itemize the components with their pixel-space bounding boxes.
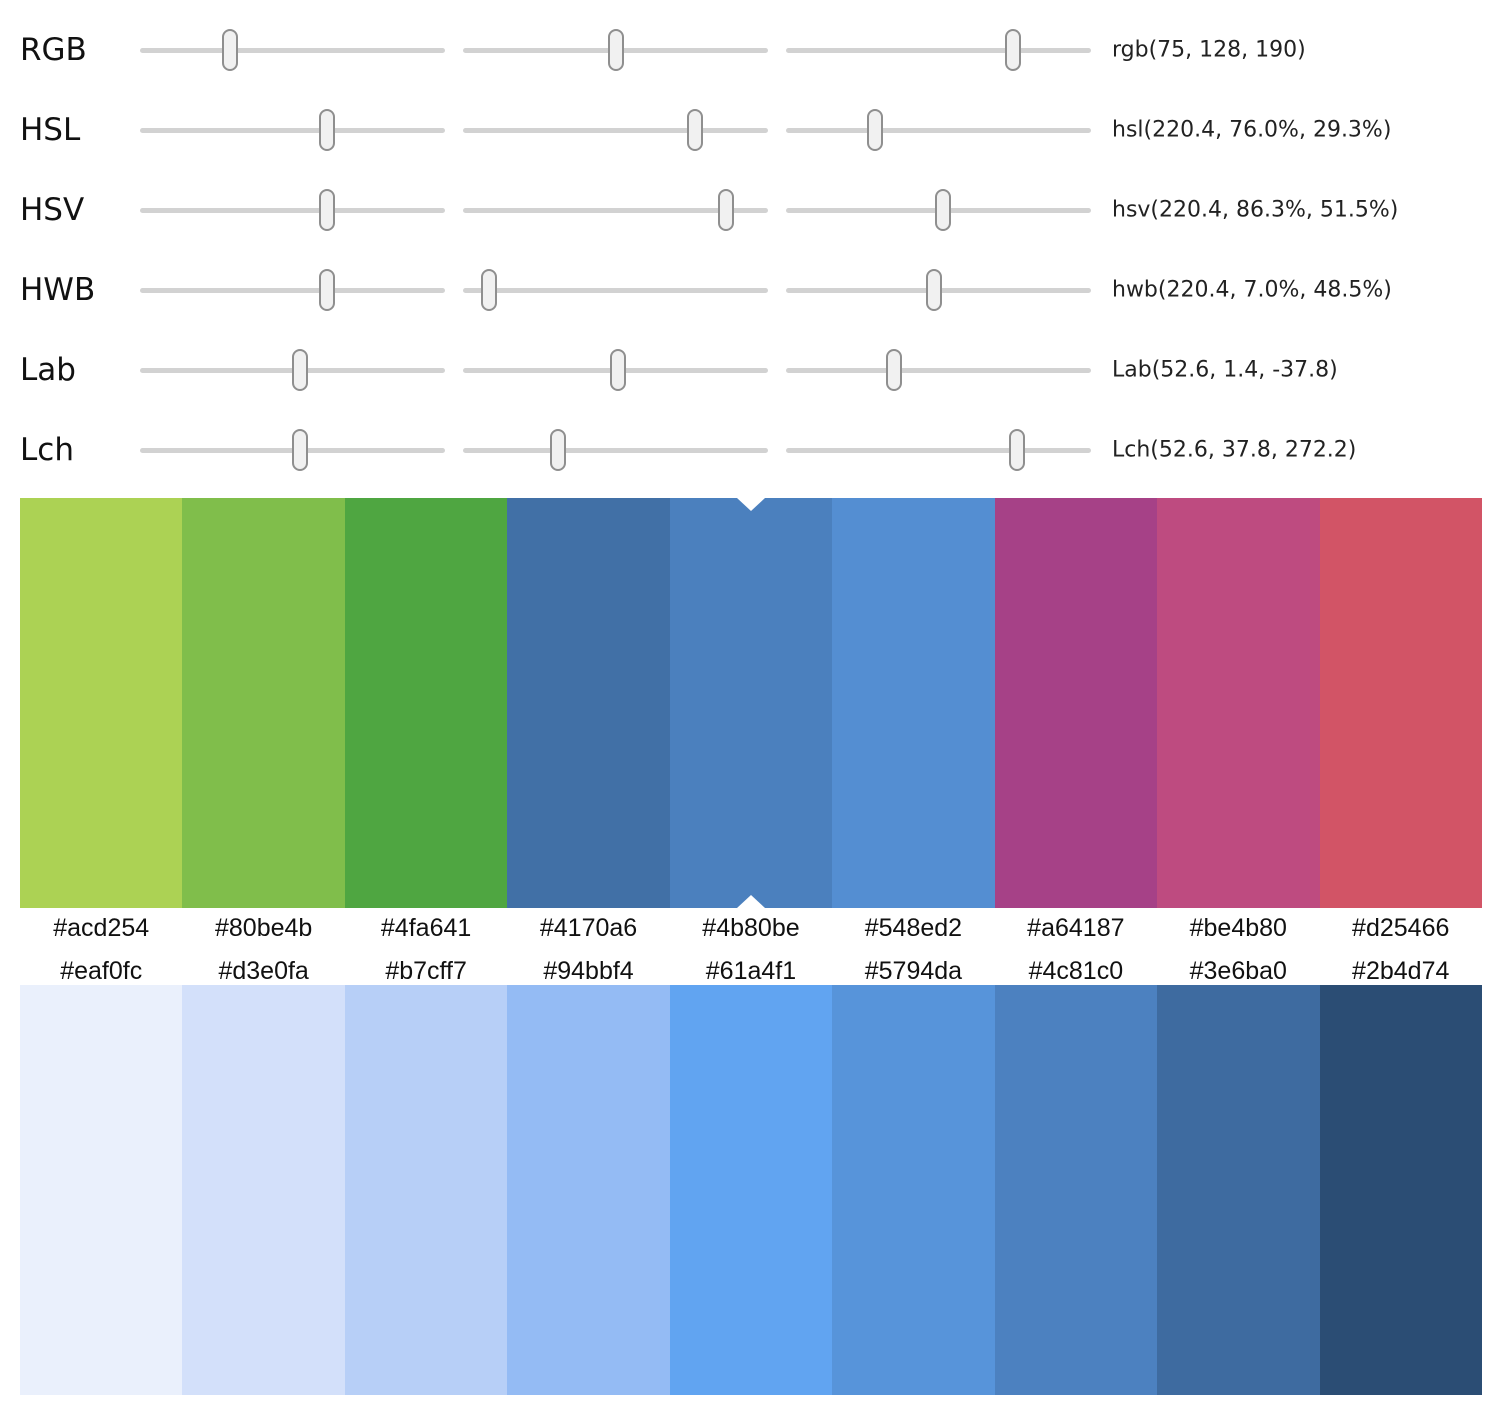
slider-track[interactable]	[463, 29, 768, 71]
slider-thumb[interactable]	[1005, 29, 1022, 71]
slider-thumb[interactable]	[608, 29, 625, 71]
hex-label: #d3e0fa	[218, 957, 309, 985]
hex-label: #61a4f1	[705, 957, 797, 985]
slider-row-hsl: HSL hsl(220.4, 76.0%, 29.3%)	[0, 109, 1501, 151]
hex-label: #2b4d74	[1352, 957, 1450, 985]
hex-label: #4fa641	[380, 914, 472, 942]
shade-palette-hex-row: #eaf0fc #d3e0fa #b7cff7 #94bbf4 #61a4f1 …	[20, 951, 1482, 991]
hue-palette-hex-row: #acd254 #80be4b #4fa641 #4170a6 #4b80be …	[20, 908, 1482, 948]
slider-thumb[interactable]	[480, 269, 497, 311]
color-swatch[interactable]	[1319, 985, 1482, 1395]
hex-label: #5794da	[864, 957, 963, 985]
slider-track[interactable]	[140, 349, 445, 391]
slider-row-label: HSL	[20, 112, 81, 148]
slider-thumb[interactable]	[318, 269, 335, 311]
hex-label: #80be4b	[214, 914, 313, 942]
hex-label: #acd254	[53, 914, 150, 942]
slider-row-rgb: RGB rgb(75, 128, 190)	[0, 29, 1501, 71]
color-swatch[interactable]	[20, 985, 183, 1395]
slider-value: rgb(75, 128, 190)	[1112, 37, 1306, 63]
shade-palette	[20, 985, 1482, 1395]
slider-row-label: Lch	[20, 432, 74, 468]
slider-value: hwb(220.4, 7.0%, 48.5%)	[1112, 277, 1392, 303]
color-swatch[interactable]	[182, 985, 345, 1395]
slider-thumb[interactable]	[318, 109, 335, 151]
color-swatch[interactable]	[1157, 985, 1320, 1395]
slider-value: hsv(220.4, 86.3%, 51.5%)	[1112, 197, 1399, 223]
slider-row-label: HSV	[20, 192, 85, 228]
hex-label: #b7cff7	[385, 957, 467, 985]
hex-label: #3e6ba0	[1189, 957, 1287, 985]
slider-track[interactable]	[463, 349, 768, 391]
slider-track[interactable]	[140, 429, 445, 471]
hex-label: #4c81c0	[1028, 957, 1124, 985]
slider-track[interactable]	[786, 269, 1091, 311]
slider-thumb[interactable]	[292, 349, 309, 391]
color-swatch[interactable]	[832, 498, 995, 908]
selected-notch-bottom	[736, 895, 765, 908]
slider-thumb[interactable]	[935, 189, 952, 231]
slider-track[interactable]	[140, 29, 445, 71]
color-swatch[interactable]	[182, 498, 345, 908]
color-swatch[interactable]	[20, 498, 183, 908]
slider-thumb[interactable]	[318, 189, 335, 231]
slider-row-label: Lab	[20, 352, 76, 388]
hue-palette	[20, 498, 1482, 908]
hex-label: #a64187	[1027, 914, 1125, 942]
slider-track[interactable]	[786, 429, 1091, 471]
color-swatch[interactable]	[344, 498, 508, 908]
hex-label: #4b80be	[702, 914, 800, 942]
slider-track[interactable]	[786, 189, 1091, 231]
color-swatch-selected[interactable]	[669, 498, 833, 908]
slider-value: Lch(52.6, 37.8, 272.2)	[1112, 437, 1357, 463]
slider-thumb[interactable]	[1008, 429, 1025, 471]
color-swatch[interactable]	[1157, 498, 1320, 908]
slider-row-lch: Lch Lch(52.6, 37.8, 272.2)	[0, 429, 1501, 471]
slider-thumb[interactable]	[610, 349, 627, 391]
hex-label: #4170a6	[539, 914, 638, 942]
slider-thumb[interactable]	[718, 189, 735, 231]
color-swatch[interactable]	[344, 985, 508, 1395]
slider-thumb[interactable]	[686, 109, 703, 151]
color-swatch[interactable]	[669, 985, 833, 1395]
hex-label: #94bbf4	[543, 957, 634, 985]
slider-row-lab: Lab Lab(52.6, 1.4, -37.8)	[0, 349, 1501, 391]
hex-label: #be4b80	[1189, 914, 1287, 942]
slider-row-hsv: HSV hsv(220.4, 86.3%, 51.5%)	[0, 189, 1501, 231]
color-swatch[interactable]	[832, 985, 995, 1395]
hex-label: #eaf0fc	[60, 957, 143, 985]
slider-thumb[interactable]	[221, 29, 238, 71]
slider-thumb[interactable]	[549, 429, 566, 471]
color-swatch[interactable]	[507, 498, 670, 908]
slider-track[interactable]	[140, 269, 445, 311]
slider-value: Lab(52.6, 1.4, -37.8)	[1112, 357, 1338, 383]
slider-track[interactable]	[140, 109, 445, 151]
slider-thumb[interactable]	[292, 429, 309, 471]
slider-track[interactable]	[463, 429, 768, 471]
slider-track[interactable]	[786, 349, 1091, 391]
slider-track[interactable]	[463, 109, 768, 151]
slider-thumb[interactable]	[925, 269, 942, 311]
slider-track[interactable]	[463, 189, 768, 231]
selected-notch-top	[736, 498, 765, 511]
slider-value: hsl(220.4, 76.0%, 29.3%)	[1112, 117, 1392, 143]
color-swatch[interactable]	[994, 985, 1158, 1395]
slider-track[interactable]	[786, 29, 1091, 71]
slider-track[interactable]	[140, 189, 445, 231]
slider-thumb[interactable]	[885, 349, 902, 391]
hex-label: #d25466	[1352, 914, 1450, 942]
color-swatch[interactable]	[1319, 498, 1482, 908]
hex-label: #548ed2	[864, 914, 963, 942]
color-swatch[interactable]	[507, 985, 670, 1395]
color-swatch[interactable]	[994, 498, 1158, 908]
slider-row-label: HWB	[20, 272, 96, 308]
slider-row-label: RGB	[20, 32, 87, 68]
slider-track[interactable]	[463, 269, 768, 311]
slider-thumb[interactable]	[867, 109, 884, 151]
slider-track[interactable]	[786, 109, 1091, 151]
slider-row-hwb: HWB hwb(220.4, 7.0%, 48.5%)	[0, 269, 1501, 311]
